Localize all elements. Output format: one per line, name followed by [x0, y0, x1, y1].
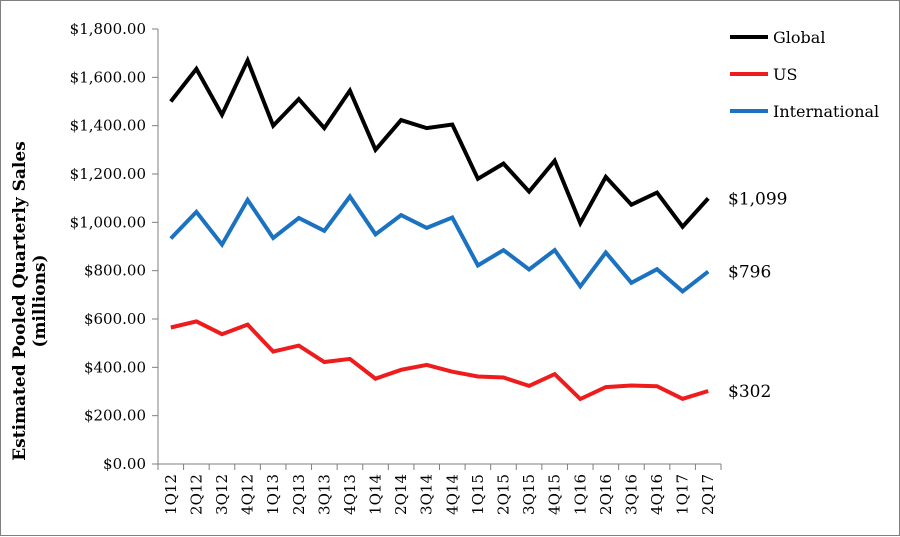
x-tick-label: 2Q13 [290, 474, 308, 515]
series-line-us [170, 319, 709, 402]
y-axis-label: Estimated Pooled Quarterly Sales (millio… [10, 141, 50, 461]
series-line-global [169, 55, 710, 230]
y-axis-label-line-1: Estimated Pooled Quarterly Sales [10, 141, 30, 461]
end-labels: $1,099 $302 $796 [728, 189, 787, 402]
y-tick-label: $200.00 [84, 407, 146, 425]
y-tick-label: $1,600.00 [70, 68, 146, 86]
legend-label-global: Global [773, 28, 825, 47]
y-tick-label: $600.00 [84, 310, 146, 328]
x-tick-label: 1Q15 [469, 474, 487, 515]
legend-label-us: US [773, 65, 797, 84]
x-tick-label: 2Q16 [597, 474, 615, 515]
y-tick-label: $1,200.00 [70, 165, 146, 183]
series-lines [169, 55, 710, 402]
x-tick-label: 1Q17 [674, 474, 692, 515]
x-tick-label: 1Q13 [264, 474, 282, 515]
x-tick-label: 4Q15 [546, 474, 564, 515]
axes [157, 29, 721, 465]
y-tick-label: $1,400.00 [70, 117, 146, 135]
series-line-international [169, 193, 710, 294]
end-label-international: $796 [728, 263, 771, 283]
x-tick-label: 3Q16 [622, 474, 640, 515]
x-ticks: 1Q12 2Q12 3Q12 4Q12 1Q13 2Q13 3Q13 4Q13 1Q14 2Q14… [157, 464, 722, 515]
x-tick-label: 2Q14 [392, 474, 410, 515]
x-tick-label: 3Q13 [315, 474, 333, 515]
end-label-global: $1,099 [728, 189, 787, 209]
x-tick-label: 4Q13 [341, 474, 359, 515]
x-tick-label: 2Q15 [494, 474, 512, 515]
x-tick-label: 1Q12 [162, 474, 180, 515]
legend: Global US International [730, 28, 879, 121]
y-tick-label: $0.00 [103, 455, 146, 473]
x-tick-label: 3Q15 [520, 474, 538, 515]
legend-label-international: International [773, 102, 879, 121]
y-tick-label: $1,800.00 [70, 20, 146, 38]
y-axis-label-line-2: (millions) [30, 254, 50, 347]
end-label-us: $302 [728, 382, 771, 402]
x-tick-label: 2Q17 [699, 474, 717, 515]
x-tick-label: 4Q12 [239, 474, 257, 515]
y-tick-label: $400.00 [84, 358, 146, 376]
x-tick-label: 1Q16 [571, 474, 589, 515]
x-tick-label: 4Q16 [648, 474, 666, 515]
y-tick-label: $1,000.00 [70, 213, 146, 231]
x-tick-label: 1Q14 [367, 474, 385, 515]
y-tick-label: $800.00 [84, 262, 146, 280]
x-tick-label: 3Q14 [418, 474, 436, 515]
x-tick-label: 4Q14 [443, 474, 461, 515]
x-tick-label: 2Q12 [187, 474, 205, 515]
x-tick-label: 3Q12 [213, 474, 231, 515]
y-ticks: $0.00 $200.00 $400.00 $600.00 $800.00 $1,000.… [70, 20, 158, 473]
